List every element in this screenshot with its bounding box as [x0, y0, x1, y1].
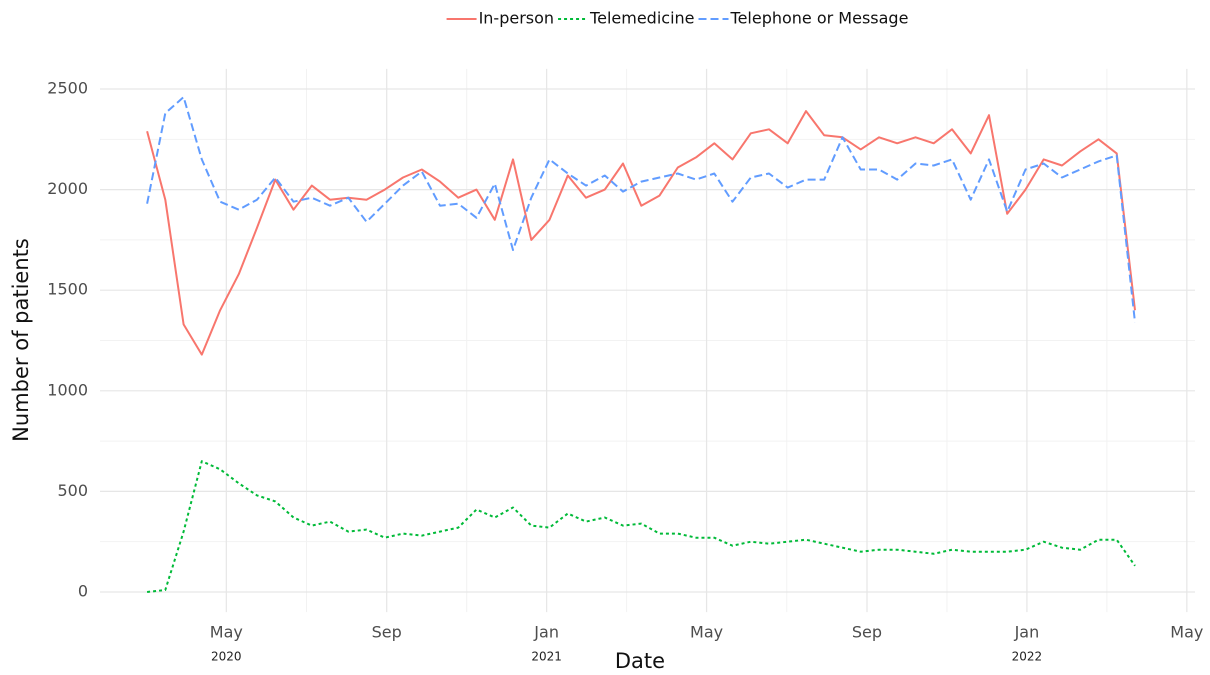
x-tick-label: Sep — [852, 623, 882, 642]
legend: In-person Telemedicine Telephone or Messag… — [446, 9, 909, 28]
x-tick-label: May — [210, 623, 243, 642]
x-tick-year: 2021 — [531, 650, 562, 664]
plot-lines — [146, 96, 1136, 593]
y-tick-label: 500 — [57, 481, 88, 500]
y-axis-title: Number of patients — [9, 238, 33, 442]
legend-item: Telephone or Message — [698, 9, 909, 28]
y-tick-label: 2000 — [47, 179, 88, 198]
grid — [100, 68, 1195, 613]
legend-label: Telephone or Message — [730, 9, 909, 28]
y-tick-label: 0 — [78, 581, 88, 600]
legend-label: In-person — [479, 9, 554, 28]
series-line — [146, 96, 1136, 323]
series-line — [146, 460, 1136, 593]
legend-item: Telemedicine — [558, 9, 695, 28]
y-tick-label: 1000 — [47, 380, 88, 399]
legend-item: In-person — [446, 9, 554, 28]
x-tick-label: Jan — [1014, 623, 1040, 642]
x-tick-year: 2022 — [1012, 650, 1043, 664]
x-axis-title: Date — [615, 649, 665, 673]
x-tick-label: Sep — [372, 623, 402, 642]
x-tick-year: 2020 — [211, 650, 242, 664]
x-tick-label: Jan — [533, 623, 559, 642]
series-line — [146, 110, 1136, 356]
x-tick-label: May — [690, 623, 723, 642]
x-tick-label: May — [1170, 623, 1203, 642]
legend-label: Telemedicine — [589, 9, 694, 28]
y-tick-label: 2500 — [47, 79, 88, 98]
y-tick-label: 1500 — [47, 280, 88, 299]
